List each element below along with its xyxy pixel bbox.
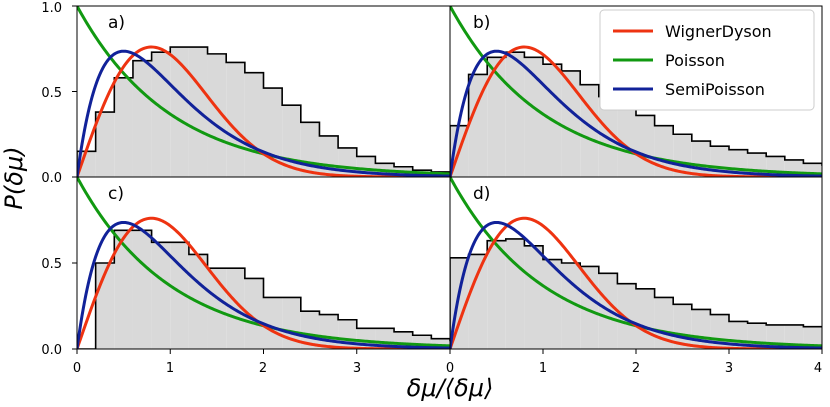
panel-d-hist-bar xyxy=(803,326,822,349)
panel-c-plot xyxy=(77,177,450,349)
y-axis-label: P(δμ) xyxy=(0,146,28,209)
panel-d-hist-bar xyxy=(487,240,506,349)
panel-b-label: b) xyxy=(473,13,490,33)
panel-c-hist-bar xyxy=(431,338,450,349)
y-tick-label-bottom-0.0: 0.0 xyxy=(41,343,62,358)
panel-b-hist-bar xyxy=(617,105,636,177)
panel-d-label: d) xyxy=(473,184,490,204)
panel-c-hist-bar xyxy=(207,268,227,349)
panel-d-hist-bar xyxy=(543,259,562,349)
panel-a-hist-bar xyxy=(114,77,133,177)
y-tick-label-bottom-0.5: 0.5 xyxy=(41,257,62,272)
panel-b-hist-outline xyxy=(450,51,822,177)
panel-d-hist-bar xyxy=(636,288,655,349)
panel-d-hist-bar xyxy=(468,254,488,349)
panel-b-hist-bar xyxy=(580,84,599,177)
x-tick-label-right-1: 1 xyxy=(539,361,547,376)
panel-a-hist-bar xyxy=(226,62,245,177)
y-tick-label-top-0.5: 0.5 xyxy=(41,86,62,101)
y-tick-label-top-1.0: 1.0 xyxy=(41,1,62,16)
legend: WignerDyson Poisson SemiPoisson xyxy=(599,9,815,111)
panel-c-hist-bar xyxy=(319,314,339,349)
panel-b-hist-bar xyxy=(487,57,506,177)
y-tick-label-top-0.0: 0.0 xyxy=(41,171,62,186)
plot-panels xyxy=(72,5,830,354)
panel-a-hist-bar xyxy=(244,72,264,177)
panel-c-hist-bar xyxy=(151,242,171,349)
legend-label-wignerdyson: WignerDyson xyxy=(665,22,772,41)
panel-a-hist-bar xyxy=(300,122,320,177)
panel-b-hist-bar xyxy=(468,74,488,177)
legend-label-semipoisson: SemiPoisson xyxy=(665,80,765,99)
panel-d-plot xyxy=(450,177,830,349)
x-tick-label-right-3: 3 xyxy=(725,361,733,376)
panel-b-hist-bar xyxy=(822,165,830,177)
panel-d-hist-bar xyxy=(691,309,711,349)
x-tick-label-left-2: 2 xyxy=(259,361,267,376)
panel-a-hist-bar xyxy=(151,52,171,177)
panel-d-hist-bar xyxy=(822,327,830,349)
panel-a-plot xyxy=(77,6,450,177)
panel-b-hist-bar xyxy=(505,52,525,177)
x-tick-label-left-1: 1 xyxy=(166,361,174,376)
panel-d-hist-bar xyxy=(561,263,581,349)
x-tick-label-left-0: 0 xyxy=(73,361,81,376)
panel-c-label: c) xyxy=(108,184,124,204)
x-tick-label-right-2: 2 xyxy=(632,361,640,376)
legend-label-poisson: Poisson xyxy=(665,51,725,70)
x-tick-label-left-3: 3 xyxy=(353,361,361,376)
panel-c-hist-bar xyxy=(263,297,283,349)
panel-c-curve-semipoisson xyxy=(77,220,450,349)
panel-b-hist-bar xyxy=(561,70,581,177)
panel-a-hist-bar xyxy=(95,112,115,177)
panel-b-hist-bar xyxy=(524,57,543,177)
panel-d-hist-outline xyxy=(450,238,822,349)
panel-c-hist-bar xyxy=(244,278,264,349)
panel-a-curve-semipoisson xyxy=(77,49,450,177)
panel-d-hist-bar xyxy=(617,283,636,349)
panel-b-hist-bar xyxy=(691,141,711,177)
panel-a-hist-bar xyxy=(207,53,227,177)
x-axis-label: δμ/⟨δμ⟩ xyxy=(407,374,494,402)
panel-d-curve-semipoisson xyxy=(450,220,822,349)
panel-d-hist-bar xyxy=(784,324,804,349)
panel-a-hist-bar xyxy=(132,60,152,177)
x-tick-label-right-4: 4 xyxy=(814,361,822,376)
panel-a-hist-bar xyxy=(77,151,96,177)
x-tick-label-right-0: 0 xyxy=(446,361,454,376)
panel-b-curve-semipoisson xyxy=(450,49,822,177)
panel-a-hist-bar xyxy=(170,47,189,177)
panel-d-hist-bar xyxy=(524,245,543,349)
panel-b-hist-bar xyxy=(636,115,655,177)
legend-box xyxy=(599,9,815,111)
panel-b-plot xyxy=(450,6,830,177)
panel-a-label: a) xyxy=(108,13,125,33)
panel-c-hist-bar xyxy=(114,230,133,349)
panel-c-hist-bar xyxy=(132,230,152,349)
